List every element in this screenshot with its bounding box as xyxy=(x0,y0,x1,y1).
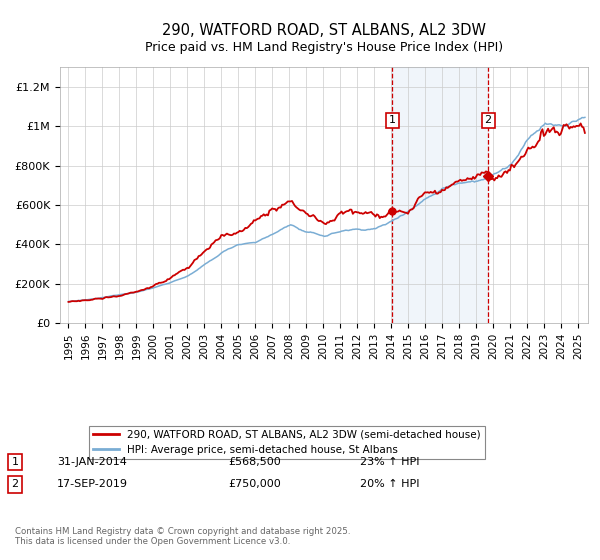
Text: Contains HM Land Registry data © Crown copyright and database right 2025.
This d: Contains HM Land Registry data © Crown c… xyxy=(15,526,350,546)
Text: 1: 1 xyxy=(389,115,396,125)
Text: Price paid vs. HM Land Registry's House Price Index (HPI): Price paid vs. HM Land Registry's House … xyxy=(145,41,503,54)
Text: 290, WATFORD ROAD, ST ALBANS, AL2 3DW: 290, WATFORD ROAD, ST ALBANS, AL2 3DW xyxy=(162,24,486,38)
Text: £568,500: £568,500 xyxy=(228,457,281,467)
Legend: 290, WATFORD ROAD, ST ALBANS, AL2 3DW (semi-detached house), HPI: Average price,: 290, WATFORD ROAD, ST ALBANS, AL2 3DW (s… xyxy=(89,426,485,459)
Text: 20% ↑ HPI: 20% ↑ HPI xyxy=(360,479,419,489)
Text: 2: 2 xyxy=(485,115,492,125)
Text: £750,000: £750,000 xyxy=(228,479,281,489)
Text: 17-SEP-2019: 17-SEP-2019 xyxy=(57,479,128,489)
Text: 31-JAN-2014: 31-JAN-2014 xyxy=(57,457,127,467)
Bar xyxy=(392,67,488,323)
Text: 1: 1 xyxy=(11,457,19,467)
Text: 2: 2 xyxy=(11,479,19,489)
Text: 23% ↑ HPI: 23% ↑ HPI xyxy=(360,457,419,467)
